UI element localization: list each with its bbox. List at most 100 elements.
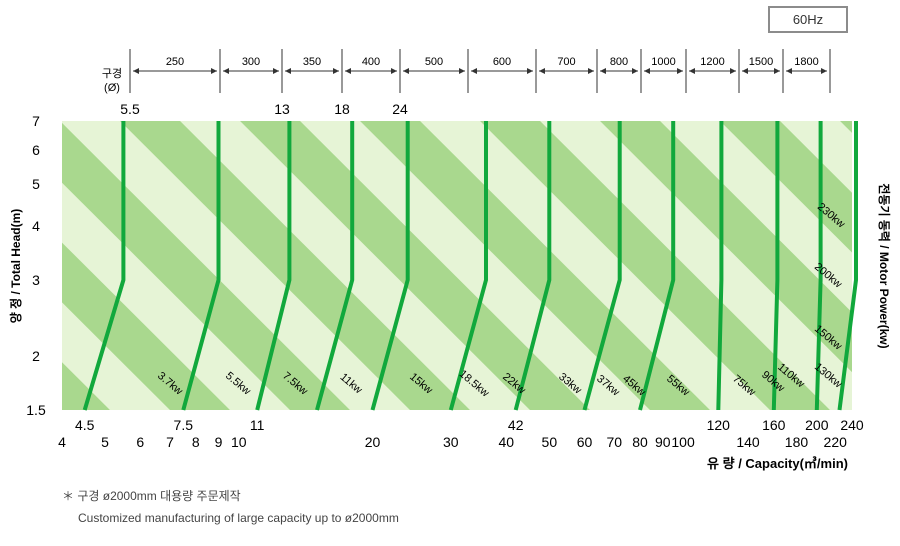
x-tick-label: 10 [231,434,247,450]
pump-curve [255,121,292,411]
bore-arrow [689,68,695,74]
bore-arrow [677,68,683,74]
x-tick-label: 240 [840,417,864,433]
top-capacity-label: 24 [392,101,408,117]
bore-arrow [588,68,594,74]
bore-label: 구경 [102,67,122,80]
y2-axis-title: 전동기 동력 / Motor Power(kw) [877,183,892,348]
bore-size-label: 1200 [700,56,724,68]
bore-size-label: 300 [242,56,260,68]
bore-size-label: 1000 [651,56,675,68]
pump-curves [82,121,858,411]
power-band [62,362,110,410]
x-tick-label: 70 [606,434,622,450]
bore-arrow [459,68,465,74]
pump-curve [448,121,488,411]
x-tick-label: 140 [736,434,760,450]
x-tick-label: 60 [577,434,593,450]
y-tick-label: 4 [32,218,40,234]
bore-size-label: 250 [166,56,184,68]
x-tick-label: 220 [824,434,848,450]
bore-size-label: 400 [362,56,380,68]
x-tick-label: 4 [58,434,66,450]
y-tick-label: 2 [32,348,40,364]
bore-arrow [539,68,545,74]
bore-arrow [632,68,638,74]
x-axis-title: 유 량 / Capacity(㎥/min) [707,456,848,471]
x-tick-label: 4.5 [75,417,95,433]
pump-curve [315,121,355,411]
pump-curve [771,121,780,411]
bore-label: (Ø) [104,82,120,94]
x-tick-label: 200 [805,417,829,433]
bore-arrow [285,68,291,74]
power-bands [62,121,852,410]
x-tick-label: 80 [632,434,648,450]
pump-curve [82,121,126,411]
x-tick-label: 6 [136,434,144,450]
x-tick-label: 5 [101,434,109,450]
top-capacity-label: 13 [274,101,290,117]
x-tick-label: 20 [365,434,381,450]
power-band [840,121,852,133]
pump-curve [181,121,221,411]
x-tick-label: 7 [166,434,174,450]
x-tick-label: 30 [443,434,459,450]
pump-curve [716,121,724,411]
bore-arrow [273,68,279,74]
bore-arrow [333,68,339,74]
bore-size-label: 1800 [794,56,818,68]
bore-size-label: 600 [493,56,511,68]
pump-curve [638,121,676,411]
power-band [240,121,590,410]
bore-arrow [730,68,736,74]
bore-arrow [391,68,397,74]
pump-curve [370,121,410,411]
bore-size-label: 500 [425,56,443,68]
y-tick-label: 1.5 [26,402,46,418]
x-tick-label: 7.5 [174,417,194,433]
power-band [360,121,710,410]
bore-arrow [774,68,780,74]
footnote-english: Customized manufacturing of large capaci… [78,511,399,525]
pump-curve [582,121,622,411]
bore-arrow [821,68,827,74]
x-tick-label: 8 [192,434,200,450]
bore-arrow [403,68,409,74]
x-tick-label: 120 [707,417,731,433]
bore-arrow [211,68,217,74]
y-tick-label: 6 [32,142,40,158]
y-tick-label: 3 [32,272,40,288]
x-tick-label: 180 [785,434,809,450]
x-tick-label: 50 [542,434,558,450]
bore-size-label: 700 [557,56,575,68]
x-tick-label: 9 [215,434,223,450]
power-band [120,121,470,410]
power-band [62,242,230,410]
bore-arrow [527,68,533,74]
x-tick-label: 11 [250,417,265,433]
bore-arrow [345,68,351,74]
frequency-badge: 60Hz [768,6,848,33]
power-band [480,121,830,410]
x-tick-label: 40 [498,434,514,450]
bore-arrow [600,68,606,74]
x-tick-label: 90 [655,434,671,450]
bore-arrow [223,68,229,74]
bore-size-label: 350 [303,56,321,68]
pump-curve [513,121,552,411]
y-tick-label: 7 [32,113,40,129]
power-band [62,122,350,410]
x-tick-label: 100 [671,434,695,450]
pump-curve [814,121,823,411]
bore-arrow [644,68,650,74]
bore-arrow [742,68,748,74]
top-capacity-label: 5.5 [120,101,140,117]
x-tick-label: 42 [508,417,524,433]
pump-curve [837,121,858,411]
top-capacity-label: 18 [334,101,350,117]
footnote-korean: ＊ 구경 ø2000mm 대용량 주문제작 [62,489,241,503]
bore-arrow [471,68,477,74]
bore-size-label: 800 [610,56,628,68]
